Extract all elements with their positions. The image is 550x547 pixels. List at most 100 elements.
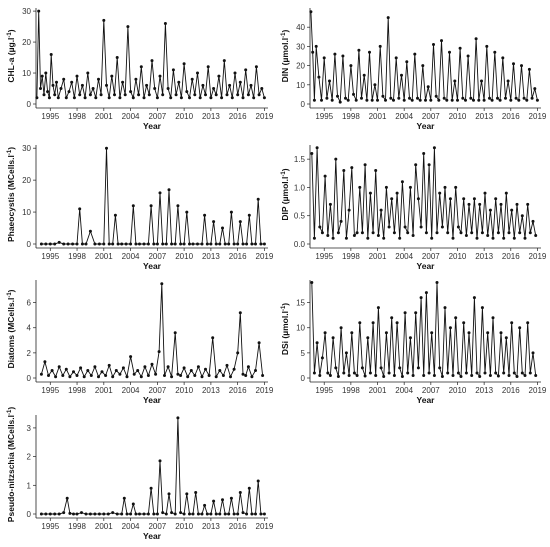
- data-point: [443, 306, 447, 310]
- data-point: [427, 371, 431, 375]
- data-point: [188, 242, 191, 246]
- y-axis-title: DIP (µmol.l-1): [280, 168, 290, 220]
- data-point: [499, 331, 503, 335]
- data-point: [44, 242, 48, 246]
- data-point: [250, 242, 254, 246]
- data-point: [170, 375, 174, 379]
- x-tick-label: 2019: [529, 386, 547, 395]
- data-point: [131, 96, 135, 100]
- panel-diatoms: 0 2 4 6 1995 1998 2001 2004 2007 2010 2013 2016 2019…: [6, 280, 274, 405]
- data-point: [204, 93, 207, 97]
- data-point: [504, 96, 507, 100]
- data-point: [153, 87, 157, 90]
- data-point: [229, 210, 233, 214]
- data-point: [218, 369, 222, 372]
- data-point: [93, 512, 97, 516]
- data-point: [78, 207, 82, 211]
- data-point: [203, 213, 207, 217]
- data-point: [494, 371, 498, 375]
- data-point: [320, 356, 324, 360]
- data-point: [261, 374, 265, 377]
- data-point: [338, 100, 342, 104]
- data-point: [477, 98, 481, 102]
- data-point: [486, 234, 490, 237]
- data-point: [410, 98, 414, 102]
- data-point: [227, 512, 231, 516]
- x-tick-label: 2010: [175, 252, 193, 261]
- data-point: [446, 231, 450, 235]
- data-point: [182, 62, 186, 66]
- data-point: [374, 374, 378, 377]
- data-point: [88, 93, 92, 97]
- data-point: [347, 374, 351, 377]
- data-point: [424, 291, 428, 295]
- data-point: [470, 231, 474, 235]
- y-axis-title-main: DSi (µmol.l: [280, 311, 290, 355]
- data-point: [124, 242, 128, 246]
- data-point: [379, 208, 383, 212]
- data-point: [203, 503, 207, 507]
- data-point: [400, 73, 403, 77]
- data-point: [152, 242, 156, 246]
- data-point: [493, 50, 497, 54]
- x-tick-label: 2016: [502, 252, 520, 261]
- data-point: [432, 374, 436, 377]
- data-point: [91, 87, 95, 90]
- data-point: [341, 54, 345, 58]
- data-point: [310, 152, 314, 155]
- x-tick-label: 2007: [148, 252, 166, 261]
- data-point: [312, 98, 316, 102]
- data-point: [413, 52, 417, 56]
- data-point: [328, 79, 331, 83]
- data-point: [371, 321, 375, 325]
- y-tick-label: 0: [27, 100, 32, 109]
- y-axis-title-end: ): [280, 303, 290, 306]
- x-tick-label: 2013: [475, 386, 493, 395]
- data-point: [149, 486, 153, 490]
- data-point: [35, 96, 39, 100]
- x-tick-label: 2016: [229, 252, 247, 261]
- data-point: [233, 71, 237, 75]
- data-point: [218, 512, 222, 516]
- data-point: [59, 87, 63, 90]
- data-point: [490, 98, 494, 102]
- data-point: [158, 74, 162, 78]
- y-tick-label: 15: [296, 299, 305, 308]
- data-point: [68, 511, 72, 515]
- data-point: [395, 321, 399, 325]
- data-point: [379, 366, 383, 370]
- data-point: [262, 242, 266, 246]
- data-point: [152, 512, 156, 516]
- data-point: [209, 96, 213, 100]
- data-point: [400, 375, 404, 378]
- data-point: [387, 371, 391, 375]
- data-point: [395, 191, 399, 195]
- data-point: [368, 191, 372, 195]
- data-point: [382, 375, 386, 378]
- data-point: [78, 93, 82, 97]
- data-point: [318, 225, 322, 229]
- data-point: [64, 367, 68, 371]
- data-point: [259, 512, 263, 516]
- data-point: [530, 96, 534, 100]
- data-point: [131, 502, 135, 506]
- y-tick-label: 0.0: [294, 240, 306, 249]
- data-point: [129, 355, 133, 359]
- data-point: [376, 306, 380, 310]
- y-tick-label: 0: [27, 510, 32, 519]
- data-point: [122, 496, 126, 500]
- data-point: [421, 64, 425, 68]
- data-point: [311, 50, 315, 54]
- data-point: [193, 374, 197, 377]
- data-point: [365, 98, 369, 102]
- y-tick-label: 1.5: [294, 155, 306, 164]
- y-axis-title: Phaeocystis (MCells.l-1): [6, 147, 16, 242]
- data-point: [533, 87, 537, 91]
- y-tick-label: 4: [27, 324, 32, 333]
- data-point: [408, 96, 411, 100]
- data-point: [221, 498, 224, 502]
- data-point: [381, 94, 385, 98]
- data-point: [512, 371, 516, 375]
- series-line-phaeocystis: [41, 148, 265, 245]
- data-point: [110, 74, 114, 78]
